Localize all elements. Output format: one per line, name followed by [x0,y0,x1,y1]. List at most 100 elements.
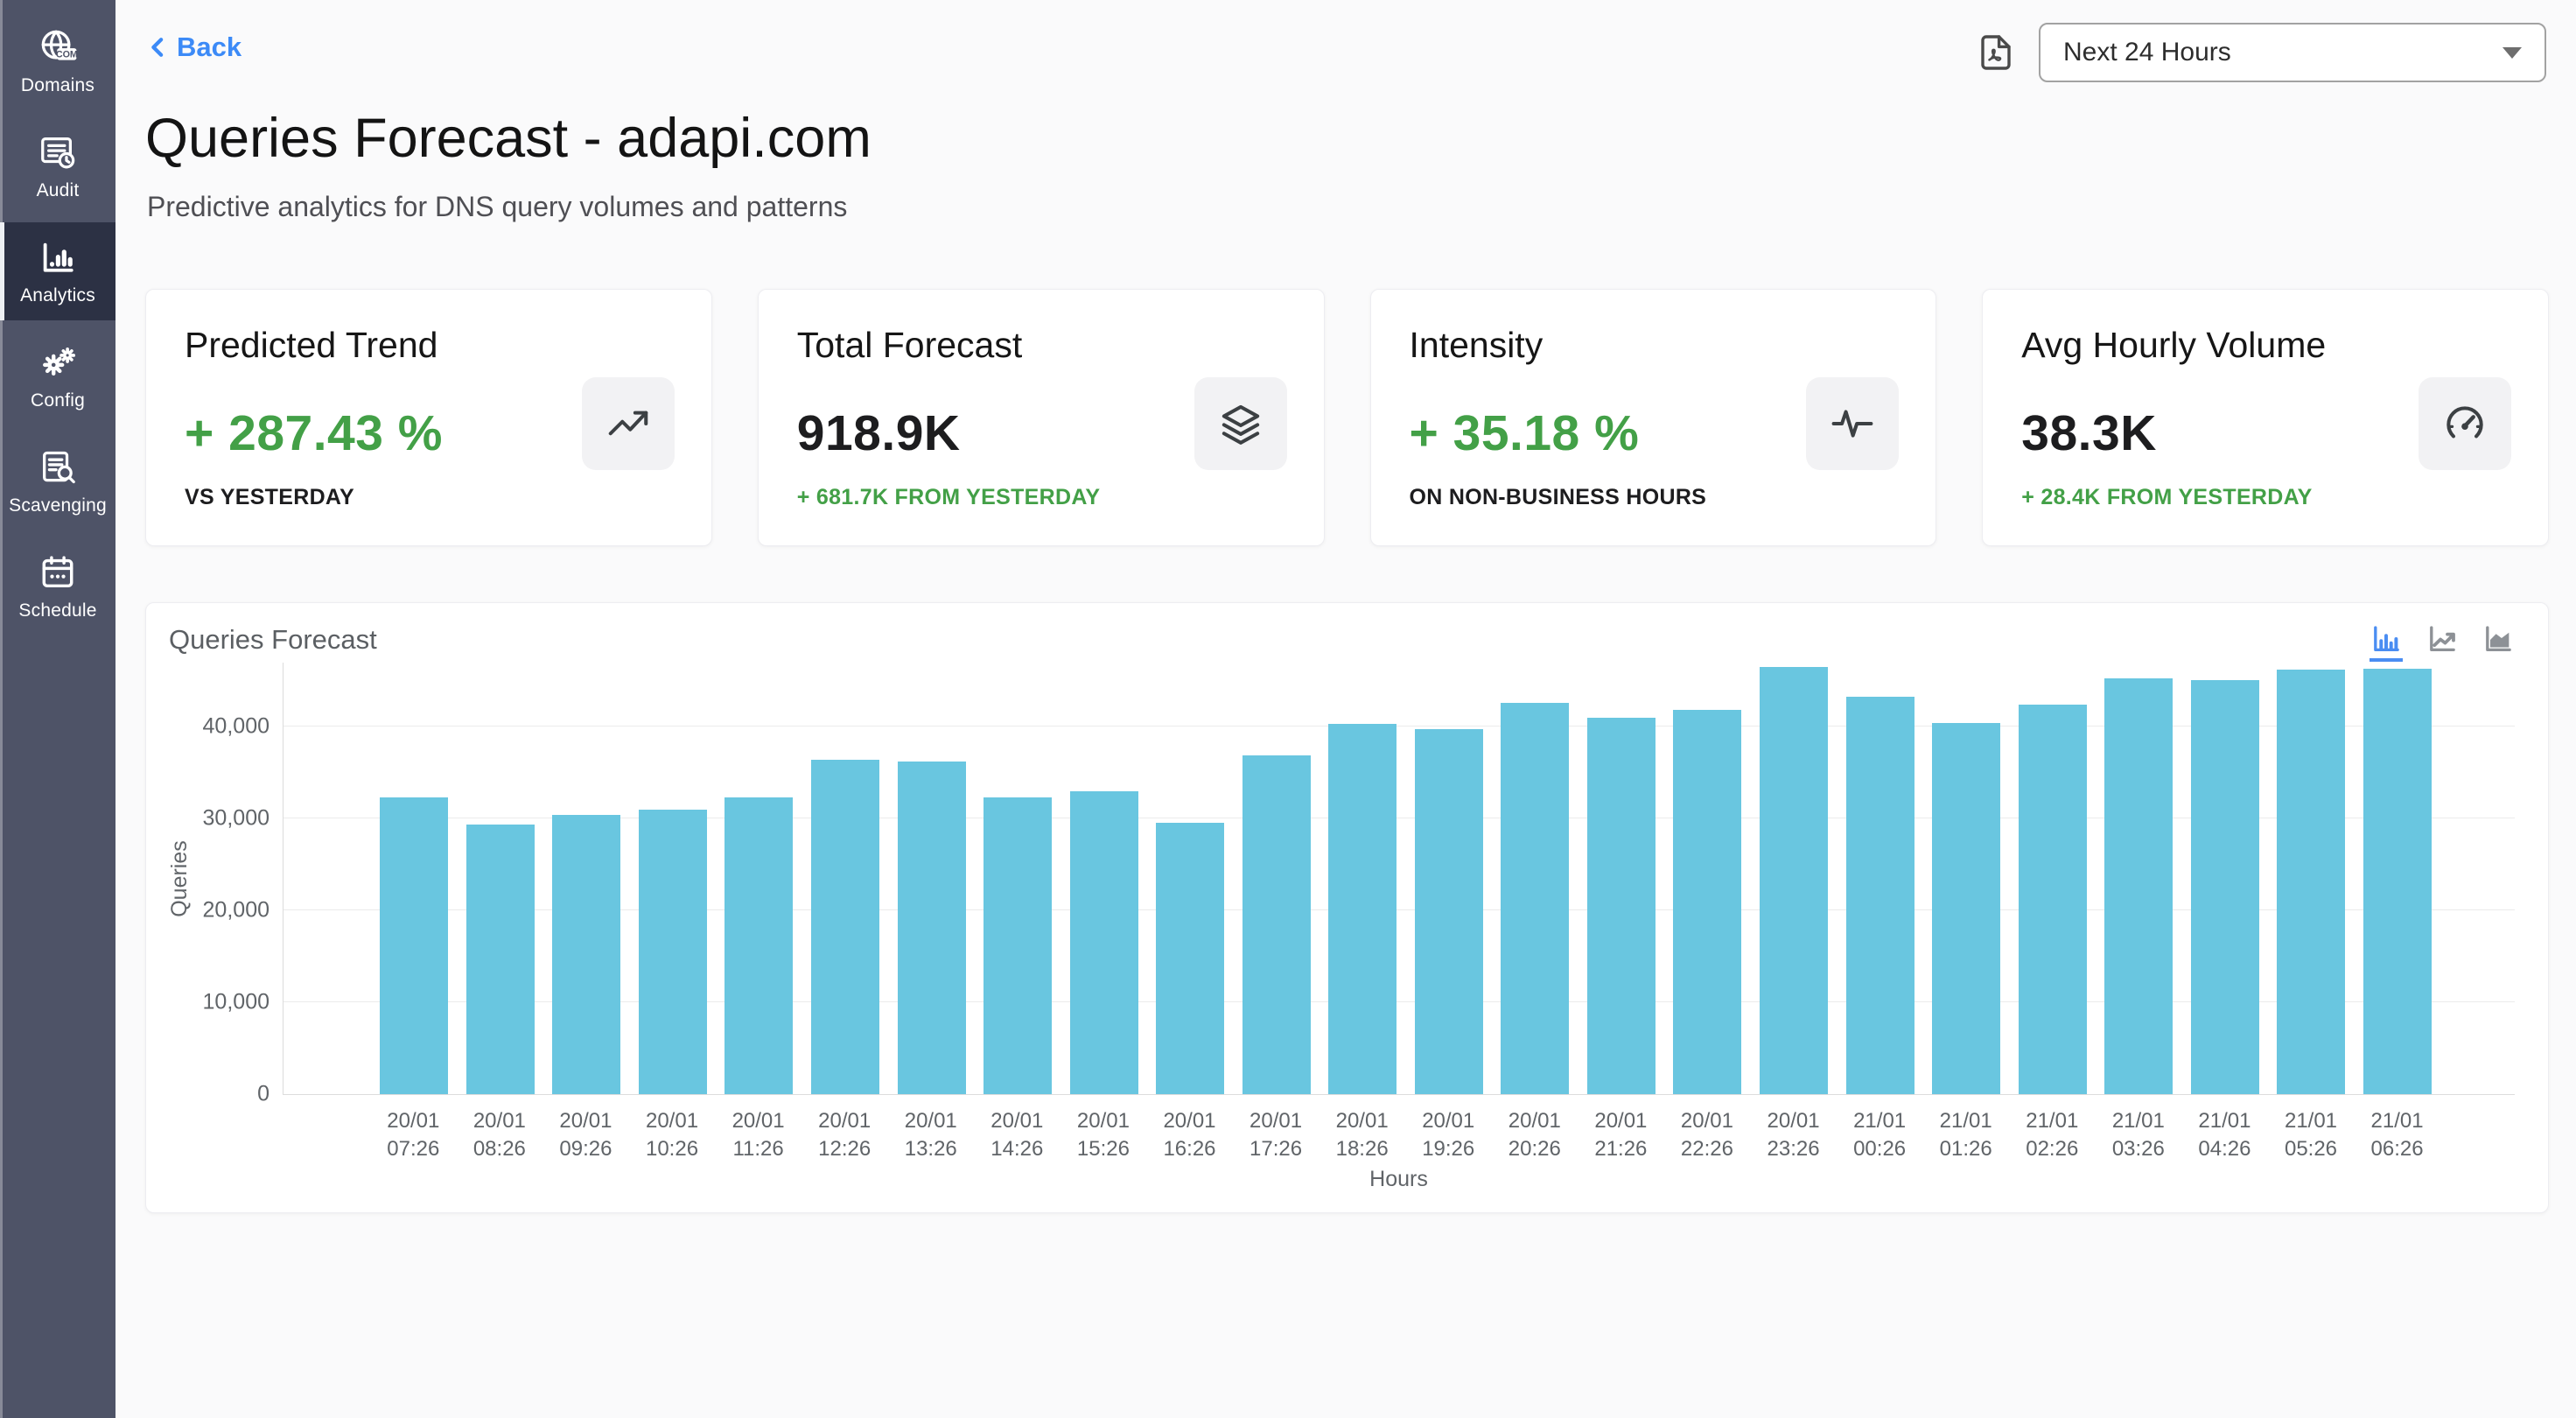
sidebar-item-label: Audit [36,179,80,200]
bar-20-01-14-26[interactable] [984,797,1053,1094]
stat-card-value: + 35.18 % [1409,405,1640,461]
schedule-icon [38,552,78,593]
sidebar-item-audit[interactable]: Audit [0,117,116,215]
gauge-icon [2441,400,2488,447]
x-axis-tick-label: 20/01 13:26 [904,1109,957,1162]
bar-slot [458,663,544,1094]
chevron-left-icon [151,38,164,57]
bar-20-01-17-26[interactable] [1242,755,1311,1094]
bar-slot [2181,663,2268,1094]
bar-20-01-22-26[interactable] [1673,709,1742,1094]
y-axis-title: Queries [167,839,192,917]
back-label: Back [177,32,242,62]
stat-card-sublabel: VS YESTERDAY [185,485,354,509]
bar-21-01-01-26[interactable] [1932,723,2001,1094]
stat-card-value: + 287.43 % [185,405,443,461]
bar-20-01-19-26[interactable] [1414,728,1483,1094]
bar-20-01-08-26[interactable] [466,824,535,1094]
sidebar-item-domains[interactable]: COM Domains [0,12,116,110]
x-axis-tick-label: 21/01 05:26 [2284,1109,2338,1162]
bar-21-01-04-26[interactable] [2190,679,2259,1094]
pdf-export-icon[interactable] [1974,32,2016,74]
back-button[interactable]: Back [145,32,242,63]
stat-card-intensity: Intensity + 35.18 % ON NON-BUSINESS HOURS [1369,289,1937,546]
scavenging-icon [38,447,78,488]
bar-21-01-03-26[interactable] [2104,677,2174,1094]
bar-chart-icon[interactable] [2370,622,2403,662]
x-axis-tick-label: 21/01 01:26 [1939,1109,1992,1162]
area-chart-icon[interactable] [2482,622,2515,656]
x-axis-tick-label: 20/01 10:26 [645,1109,699,1162]
chart-plot-area: Queries 0 10,000 20,000 30,000 40,000 [167,663,2515,1106]
bar-20-01-18-26[interactable] [1328,724,1397,1094]
layers-icon [1217,400,1264,447]
stat-card-icon-box [1194,377,1287,470]
stat-card-value: 918.9K [796,405,961,461]
bar-20-01-15-26[interactable] [1069,790,1138,1094]
bar-21-01-02-26[interactable] [2018,705,2087,1094]
x-axis-tick-label: 20/01 22:26 [1680,1109,1733,1162]
gridline [284,726,2515,727]
stat-card-title: Intensity [1409,325,1544,365]
stat-card-predicted-trend: Predicted Trend + 287.43 % VS YESTERDAY [145,289,712,546]
bar-slot [371,663,458,1094]
sidebar-item-label: Schedule [18,600,97,621]
stat-card-icon-box [581,377,675,470]
y-axis-tick-label: 30,000 [202,805,270,831]
time-range-select[interactable]: Next 24 Hours [2039,23,2546,82]
x-axis-tick-label: 20/01 14:26 [990,1109,1044,1162]
x-axis-tick-label: 20/01 20:26 [1508,1109,1561,1162]
x-axis-tick-label: 20/01 18:26 [1335,1109,1389,1162]
bar-20-01-11-26[interactable] [724,797,794,1094]
bar-20-01-20-26[interactable] [1501,703,1570,1094]
bar-slot [1320,663,1406,1094]
domains-globe-icon: COM [38,27,78,67]
bar-slot [975,663,1061,1094]
bar-slot [1923,663,2010,1094]
sidebar-item-label: Domains [20,74,95,95]
bar-20-01-09-26[interactable] [552,815,621,1094]
x-axis-tick-label: 20/01 16:26 [1163,1109,1216,1162]
y-axis-tick-label: 20,000 [202,897,270,923]
x-axis-tick-label: 21/01 06:26 [2370,1109,2424,1162]
x-axis-tick-label: 20/01 17:26 [1250,1109,1303,1162]
bar-21-01-06-26[interactable] [2362,669,2432,1094]
x-axis-tick-label: 21/01 00:26 [1853,1109,1907,1162]
stat-card-sublabel: + 28.4K FROM YESTERDAY [2021,485,2313,509]
bar-20-01-10-26[interactable] [638,809,707,1094]
stat-card-icon-box [1806,377,1900,470]
bar-20-01-23-26[interactable] [1760,667,1829,1094]
sidebar-item-label: Analytics [20,284,95,305]
line-chart-icon[interactable] [2426,622,2459,656]
x-axis-tick-label: 20/01 11:26 [732,1109,785,1162]
bar-slot [543,663,630,1094]
bar-21-01-00-26[interactable] [1845,696,1914,1094]
x-axis-tick-label: 20/01 12:26 [818,1109,872,1162]
stat-card-avg-hourly-volume: Avg Hourly Volume 38.3K + 28.4K FROM YESTE… [1982,289,2549,546]
y-axis-tick-label: 10,000 [202,989,270,1014]
gridline [284,909,2515,911]
bar-20-01-21-26[interactable] [1586,717,1656,1094]
stat-card-total-forecast: Total Forecast 918.9K + 681.7K FROM YESTER… [757,289,1325,546]
bar-slot [630,663,717,1094]
stat-card-sublabel: + 681.7K FROM YESTERDAY [796,485,1101,509]
bar-20-01-13-26[interactable] [897,762,966,1094]
x-axis-tick-label: 20/01 08:26 [472,1109,526,1162]
sidebar: COM Domains Audit Analytics Config Scaven… [0,0,116,1418]
bar-21-01-05-26[interactable] [2277,670,2346,1094]
audit-icon [38,132,78,172]
bar-20-01-12-26[interactable] [811,760,879,1094]
bar-20-01-16-26[interactable] [1156,822,1225,1094]
sidebar-item-config[interactable]: Config [0,327,116,425]
page-title: Queries Forecast - adapi.com [145,108,872,169]
sidebar-item-analytics[interactable]: Analytics [0,222,116,320]
stat-card-icon-box [2418,377,2511,470]
bar-20-01-07-26[interactable] [380,797,449,1094]
sidebar-item-schedule[interactable]: Schedule [0,537,116,635]
bar-slot [1060,663,1147,1094]
stat-cards-row: Predicted Trend + 287.43 % VS YESTERDAY To… [145,289,2549,546]
x-axis-tick-label: 21/01 03:26 [2111,1109,2165,1162]
bar-slot [1492,663,1578,1094]
stat-card-title: Total Forecast [796,325,1023,365]
sidebar-item-scavenging[interactable]: Scavenging [0,432,116,530]
